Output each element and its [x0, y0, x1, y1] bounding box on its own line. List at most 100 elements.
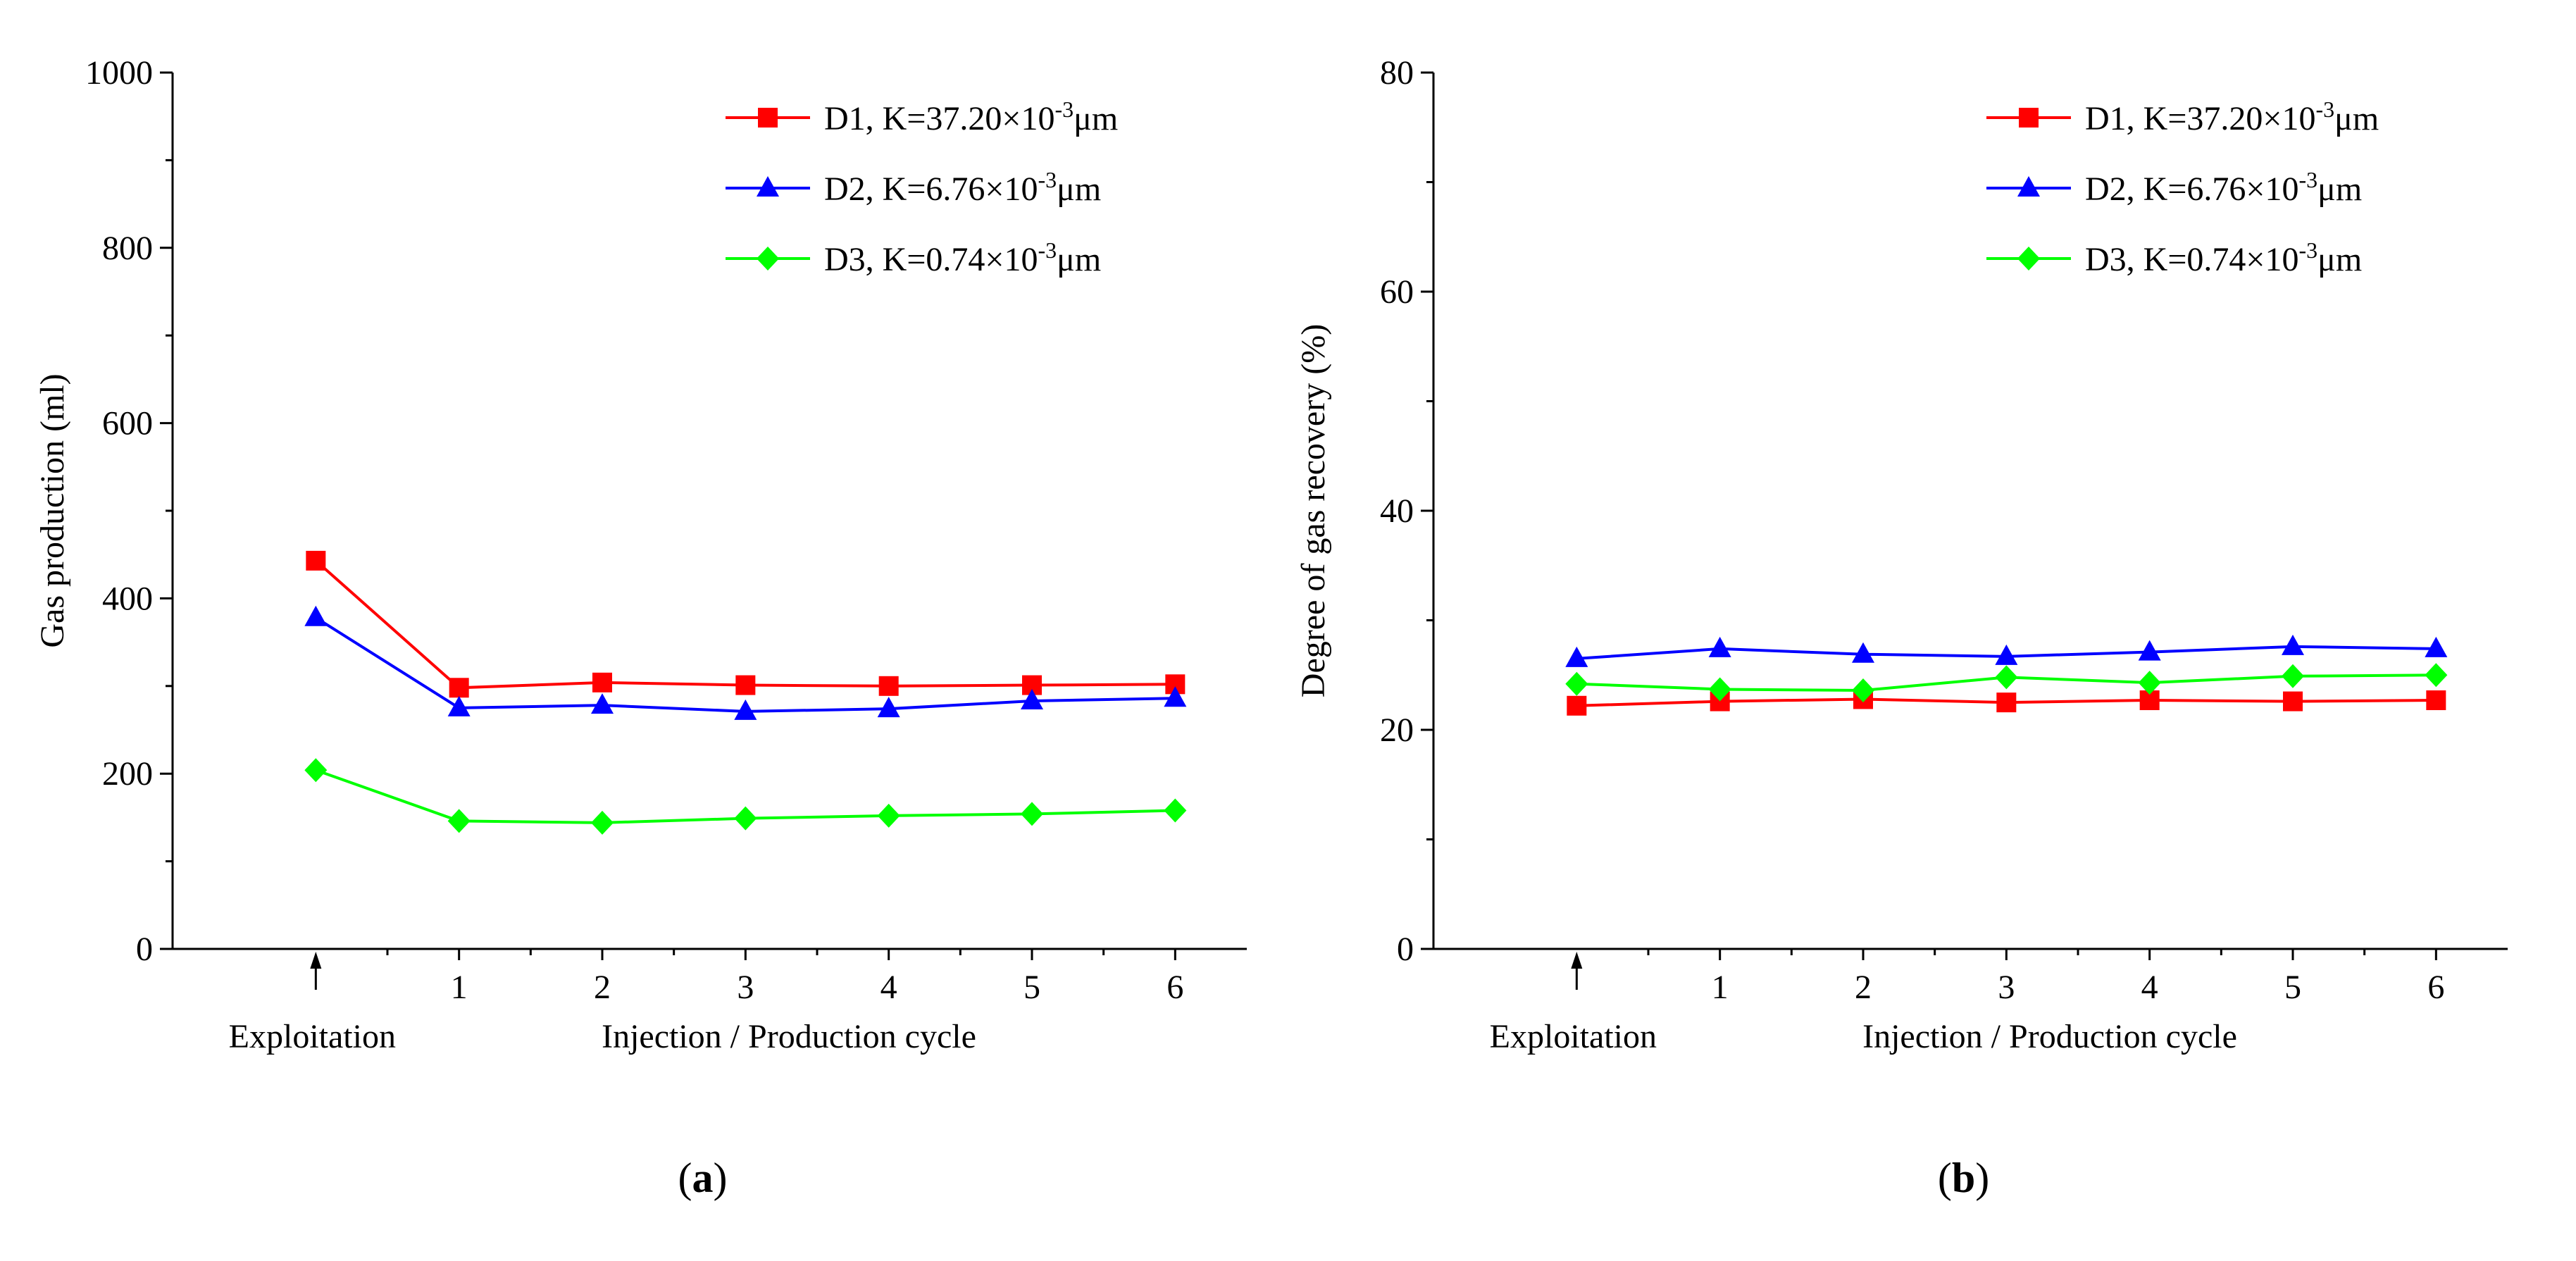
- legend-text-main: D1, K=37.20×10: [2085, 100, 2315, 137]
- caption-close: ): [1975, 1155, 1989, 1201]
- legend-text-unit: μm: [1057, 241, 1101, 278]
- data-point-d3: [1021, 802, 1043, 826]
- legend-text-sup: -3: [1038, 167, 1057, 192]
- data-point-d3: [2138, 671, 2161, 695]
- legend-marker-d1: [2019, 108, 2039, 128]
- data-point-d3: [1852, 678, 1874, 703]
- legend-text-sup: -3: [2298, 167, 2317, 192]
- caption-letter: b: [1952, 1155, 1975, 1201]
- y-tick-label: 0: [136, 931, 153, 968]
- legend-entry-d2: D2, K=6.76×10-3μm: [2085, 167, 2362, 208]
- chart-panel-b: 0 20 40 60 80 1 2 3 4 5 6 Exploitation Injection / P…: [1295, 54, 2508, 1201]
- series-d3: [304, 758, 1187, 835]
- data-point-d2: [591, 693, 614, 714]
- legend-marker-d3: [2017, 247, 2040, 271]
- legend-text-sup: -3: [2315, 97, 2334, 122]
- x-tick-label: 5: [1023, 969, 1040, 1006]
- data-point-d3: [2282, 664, 2304, 688]
- panel-caption: (b): [1938, 1155, 1989, 1201]
- legend-marker-d1: [758, 108, 778, 128]
- caption-close: ): [714, 1155, 728, 1201]
- legend-text-sup: -3: [1038, 237, 1057, 263]
- series-d1: [1567, 689, 2446, 716]
- series-d1: [306, 550, 1186, 698]
- data-point-d2: [1708, 636, 1731, 657]
- x-tick-label: 1: [1712, 969, 1729, 1006]
- data-point-d3: [447, 809, 471, 833]
- data-point-d2: [2282, 634, 2304, 655]
- legend-text-unit: μm: [2334, 100, 2379, 137]
- legend-text-main: D1, K=37.20×10: [824, 100, 1054, 137]
- legend-entry-d1: D1, K=37.20×10-3μm: [824, 97, 1118, 137]
- legend-text-unit: μm: [2317, 241, 2362, 278]
- data-point-d1: [878, 676, 899, 696]
- chart-panel-a: 0 200 400 600 800 1000 1 2 3 4 5 6 Exploitation Injec…: [34, 54, 1247, 1201]
- x-tick-label: 3: [1998, 969, 2015, 1006]
- legend-text-unit: μm: [1074, 100, 1118, 137]
- data-point-d1: [1567, 695, 1587, 716]
- legend-marker-d2: [2017, 176, 2040, 197]
- legend-text-unit: μm: [2317, 170, 2362, 208]
- x-tick-label: 2: [1855, 969, 1872, 1006]
- data-point-d1: [2426, 690, 2446, 711]
- legend-text-main: D3, K=0.74×10: [824, 241, 1038, 278]
- legend-entry-d3: D3, K=0.74×10-3μm: [2085, 237, 2362, 278]
- data-point-d2: [1565, 646, 1588, 667]
- legend-marker-d3: [757, 247, 779, 271]
- data-point-d3: [304, 758, 328, 783]
- data-point-d2: [734, 699, 757, 720]
- legend-text-unit: μm: [1057, 170, 1101, 208]
- exploitation-arrow-head: [1571, 952, 1583, 969]
- x-axis-title: Injection / Production cycle: [602, 1018, 976, 1055]
- y-tick-label: 1000: [85, 54, 153, 92]
- series-d3: [1565, 663, 2448, 703]
- x-tick-label: 4: [881, 969, 897, 1006]
- x-tick-label: 6: [1166, 969, 1183, 1006]
- y-axis-title: Degree of gas recovery (%): [1295, 324, 1332, 697]
- data-point-d3: [2425, 663, 2448, 688]
- data-point-d1: [449, 678, 469, 698]
- y-axis-title: Gas production (ml): [34, 373, 71, 647]
- data-point-d1: [2283, 691, 2303, 712]
- data-point-d2: [1164, 686, 1187, 707]
- data-point-d1: [592, 672, 612, 692]
- series-line-d1: [315, 559, 1176, 690]
- data-point-d3: [591, 810, 614, 835]
- legend-text-sup: -3: [2298, 237, 2317, 263]
- data-point-d3: [1565, 671, 1588, 696]
- legend-marker-d2: [757, 176, 779, 197]
- y-tick-label: 400: [102, 580, 153, 617]
- caption-letter: a: [692, 1155, 714, 1201]
- x-tick-label: 6: [2427, 969, 2444, 1006]
- y-tick-label: 20: [1380, 712, 1414, 749]
- data-point-d1: [735, 675, 756, 695]
- legend-text-main: D3, K=0.74×10: [2085, 241, 2298, 278]
- data-point-d3: [734, 806, 757, 831]
- y-tick-label: 600: [102, 405, 153, 442]
- caption-open: (: [678, 1155, 692, 1201]
- panel-caption: (a): [678, 1155, 728, 1201]
- y-tick-label: 80: [1380, 54, 1414, 92]
- legend-text-sup: -3: [1054, 97, 1074, 122]
- data-point-d1: [1996, 692, 2017, 713]
- data-point-d2: [1995, 644, 2018, 665]
- y-tick-label: 60: [1380, 273, 1414, 311]
- legend-entry-d1: D1, K=37.20×10-3μm: [2085, 97, 2379, 137]
- exploitation-arrow-head: [310, 952, 322, 969]
- y-tick-label: 800: [102, 230, 153, 267]
- data-point-d2: [1852, 642, 1874, 663]
- y-tick-label: 0: [1397, 931, 1414, 968]
- x-tick-label: 4: [2141, 969, 2158, 1006]
- legend-text-main: D2, K=6.76×10: [2085, 170, 2298, 208]
- data-point-d3: [1708, 677, 1731, 702]
- legend-text-main: D2, K=6.76×10: [824, 170, 1038, 208]
- x-tick-label: 3: [737, 969, 754, 1006]
- data-point-d3: [877, 803, 900, 828]
- data-point-d2: [1021, 688, 1043, 709]
- data-point-d2: [2425, 636, 2448, 657]
- data-point-d2: [447, 695, 471, 716]
- data-point-d2: [2138, 640, 2161, 661]
